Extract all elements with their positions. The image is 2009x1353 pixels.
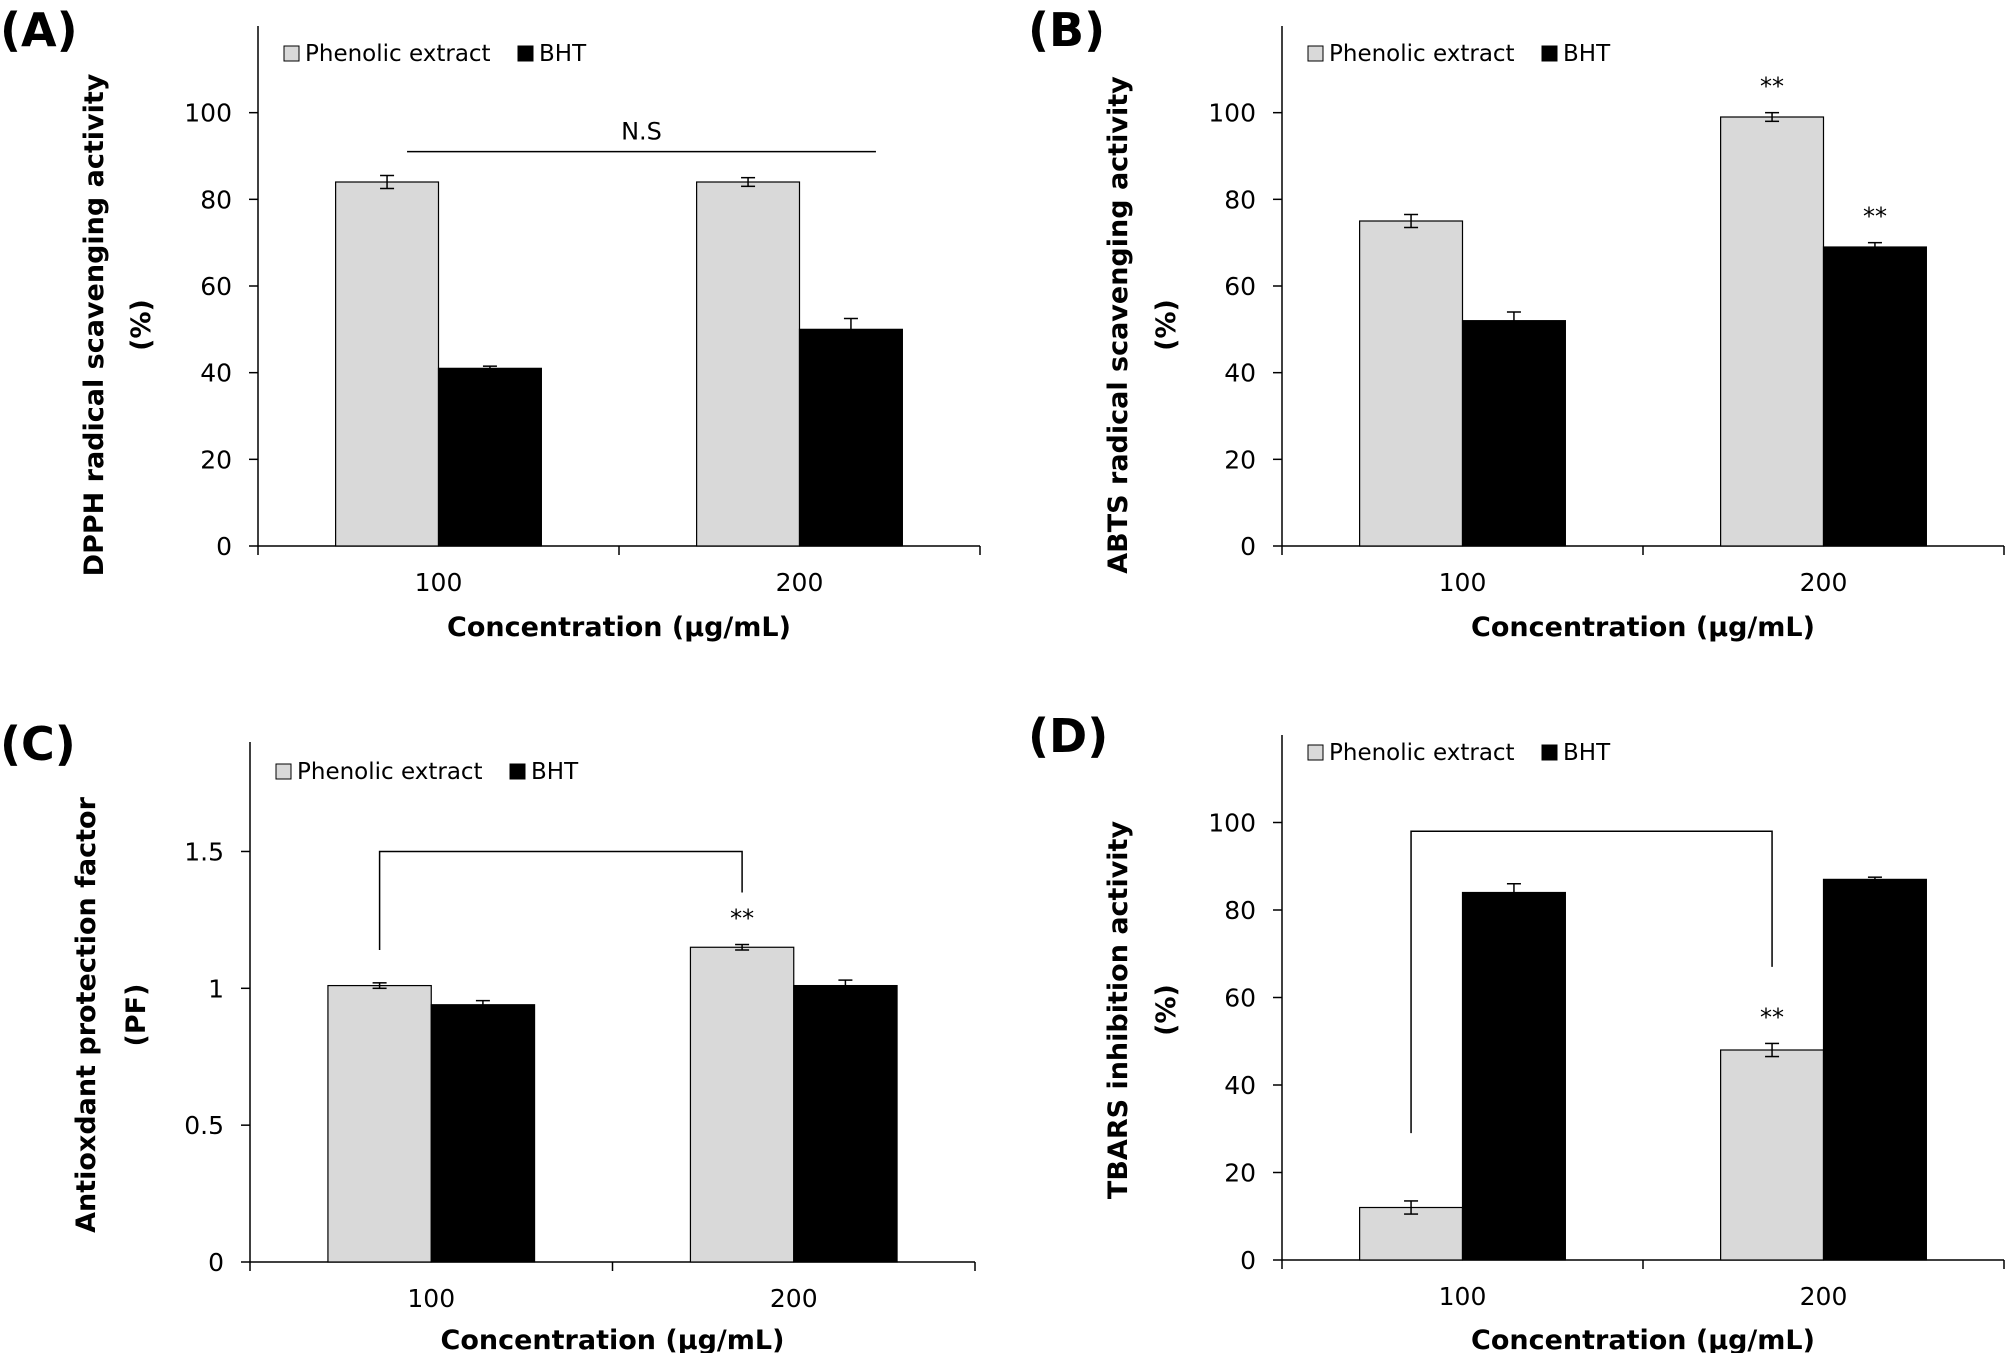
panel-label: (A) [0, 3, 78, 57]
legend-entry: BHT [1563, 41, 1611, 67]
panel-label: (B) [1028, 3, 1105, 57]
y-axis-label-unit: (PF) [121, 984, 152, 1047]
x-tick-label: 200 [1800, 568, 1848, 597]
x-tick-label: 200 [770, 1284, 818, 1313]
y-axis-label: DPPH radical scavenging activity [79, 73, 110, 576]
bar-phenolic [689, 946, 795, 1263]
x-tick-label: 200 [1800, 1282, 1848, 1311]
legend-swatch [283, 45, 300, 62]
significance-stars: ** [730, 905, 754, 933]
x-tick-label: 200 [776, 568, 824, 597]
bar-bht [793, 984, 898, 1263]
x-tick-label: 100 [1439, 1282, 1487, 1311]
y-tick-label: 20 [200, 445, 232, 474]
significance-bracket [378, 850, 743, 950]
bar-bht [430, 1004, 536, 1263]
bar-phenolic [1359, 1206, 1464, 1261]
x-axis-label: Concentration (μg/mL) [441, 1325, 785, 1353]
y-tick-label: 40 [1224, 1071, 1256, 1100]
bar-bht [1461, 891, 1566, 1261]
legend-swatch [1307, 45, 1324, 62]
y-tick-label: 0 [1240, 532, 1256, 561]
bar-bht [437, 367, 542, 547]
legend-entry: Phenolic extract [1329, 41, 1515, 67]
significance-stars: ** [1760, 1003, 1784, 1031]
y-tick-label: 0 [1240, 1246, 1256, 1275]
legend-entry: Phenolic extract [1329, 740, 1515, 766]
y-tick-label: 0.5 [184, 1111, 224, 1140]
legend-entry: Phenolic extract [305, 41, 491, 67]
y-tick-label: 100 [1208, 809, 1256, 838]
y-tick-label: 80 [1224, 896, 1256, 925]
legend-swatch [509, 763, 526, 780]
significance-stars: ** [1760, 73, 1784, 101]
x-tick-label: 100 [407, 1284, 455, 1313]
x-axis-label: Concentration (μg/mL) [1471, 1325, 1815, 1353]
y-tick-label: 100 [1208, 99, 1256, 128]
legend-entry: BHT [531, 759, 579, 785]
y-axis-label: ABTS radical scavenging activity [1103, 76, 1134, 574]
panel-label: (D) [1028, 709, 1108, 763]
legend-entry: Phenolic extract [297, 759, 483, 785]
y-tick-label: 80 [200, 185, 232, 214]
chart-panel-d: (D) 0 20 40 60 80 100 100 200 Concentration (μg/m… [1028, 709, 2005, 1353]
y-tick-label: 0 [208, 1248, 224, 1277]
x-tick-label: 100 [1439, 568, 1487, 597]
y-tick-label: 60 [1224, 272, 1256, 301]
y-tick-label: 40 [1224, 359, 1256, 388]
bar-phenolic [1720, 116, 1825, 547]
y-axis-label-unit: (%) [1151, 299, 1182, 351]
legend-swatch [1307, 744, 1324, 761]
y-tick-label: 20 [1224, 1159, 1256, 1188]
y-axis-label: TBARS inhibition activity [1103, 821, 1134, 1200]
chart-panel-a: (A) 0 20 40 60 80 100 100 200 Concentration (μg/m… [0, 3, 981, 643]
y-tick-label: 0 [216, 532, 232, 561]
y-tick-label: 1 [208, 974, 224, 1003]
bar-bht [798, 328, 903, 547]
chart-panel-b: (B) 0 20 40 60 80 100 100 200 Concentration (μg/m… [1028, 3, 2005, 643]
y-tick-label: 60 [200, 272, 232, 301]
annotation-text: N.S [621, 118, 662, 146]
y-tick-label: 1.5 [184, 837, 224, 866]
legend-swatch [275, 763, 292, 780]
bar-phenolic [1359, 220, 1464, 547]
y-tick-label: 80 [1224, 185, 1256, 214]
bar-phenolic [1720, 1049, 1825, 1261]
y-tick-label: 100 [184, 99, 232, 128]
bar-bht [1822, 878, 1927, 1261]
legend-swatch [517, 45, 534, 62]
legend-swatch [1541, 45, 1558, 62]
bar-bht [1822, 246, 1927, 547]
legend-entry: BHT [1563, 740, 1611, 766]
y-tick-label: 60 [1224, 984, 1256, 1013]
x-axis-label: Concentration (μg/mL) [447, 612, 791, 643]
bar-bht [1461, 320, 1566, 547]
bar-phenolic [696, 181, 801, 547]
y-axis-label: Antioxdant protection factor [71, 796, 102, 1232]
legend-entry: BHT [539, 41, 587, 67]
x-axis-label: Concentration (μg/mL) [1471, 612, 1815, 643]
x-tick-label: 100 [415, 568, 463, 597]
bar-phenolic [327, 984, 432, 1263]
y-tick-label: 20 [1224, 445, 1256, 474]
y-axis-label-unit: (%) [126, 299, 157, 351]
significance-bracket [1410, 830, 1773, 1134]
panel-label: (C) [0, 717, 76, 771]
chart-panel-c: (C) 0 0.5 1 1.5 100 200 Concentration (μg/mL) An… [0, 717, 976, 1353]
y-tick-label: 40 [200, 359, 232, 388]
significance-stars: ** [1863, 203, 1887, 231]
y-axis-label-unit: (%) [1151, 984, 1182, 1036]
bar-phenolic [335, 181, 440, 547]
legend-swatch [1541, 744, 1558, 761]
